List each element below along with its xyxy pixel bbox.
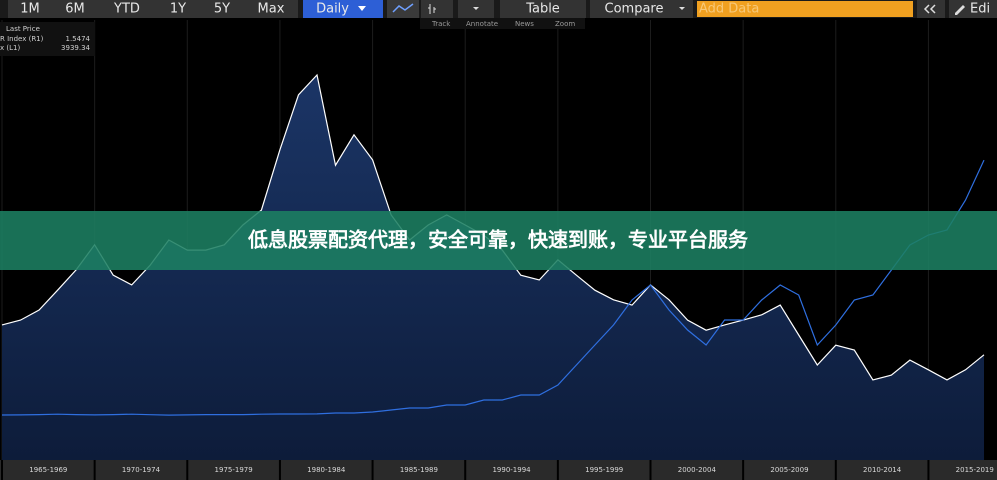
- x-tick-label: 2010-2014: [863, 466, 902, 474]
- edit-icon: [955, 5, 965, 15]
- legend-entry: x (L1): [0, 44, 20, 52]
- series-line: [1, 159, 985, 416]
- legend-box: [0, 22, 95, 56]
- edit-label[interactable]: Edi: [970, 2, 990, 17]
- x-tick-label: 1970-1974: [122, 466, 161, 474]
- legend-value: 3939.34: [61, 44, 90, 52]
- tool-label[interactable]: Track: [431, 20, 451, 28]
- x-tick-label: 2005-2009: [770, 466, 808, 474]
- compare-button[interactable]: [590, 0, 693, 18]
- x-axis-bar: [0, 460, 997, 480]
- edit-button[interactable]: [949, 0, 997, 18]
- bar-icon: [428, 4, 436, 14]
- toolbar: Daily Table Compare Add Data Edi 1M 6M YTD…: [0, 0, 997, 29]
- compare-label[interactable]: Compare: [605, 2, 664, 17]
- range-button[interactable]: Max: [258, 2, 285, 17]
- x-tick-label: 2015-2019: [956, 466, 994, 474]
- add-data-input[interactable]: [697, 1, 913, 17]
- caret: [679, 7, 685, 10]
- range-group: [8, 0, 298, 18]
- x-tick-label: 1995-1999: [585, 466, 623, 474]
- range-button[interactable]: 5Y: [214, 2, 230, 17]
- banner-bg: [0, 211, 997, 270]
- range-button[interactable]: 1Y: [170, 2, 186, 17]
- range-button[interactable]: 6M: [65, 2, 85, 17]
- add-data-placeholder[interactable]: Add Data: [699, 2, 759, 17]
- back-icon: [923, 4, 936, 14]
- legend-value: 1.5474: [66, 35, 91, 43]
- x-tick-label: 1985-1989: [400, 466, 438, 474]
- bar-icon-button[interactable]: [421, 0, 453, 18]
- table-label[interactable]: Table: [525, 2, 560, 17]
- tool-label[interactable]: News: [515, 20, 534, 28]
- caret: [358, 6, 366, 11]
- interval-button[interactable]: [303, 0, 383, 18]
- x-tick-label: 1980-1984: [307, 466, 346, 474]
- legend-entry: R Index (R1): [0, 35, 44, 43]
- range-button[interactable]: 1M: [20, 2, 40, 17]
- x-tick-label: 1990-1994: [492, 466, 531, 474]
- tool-label[interactable]: Annotate: [466, 20, 498, 28]
- interval-label[interactable]: Daily: [316, 2, 349, 17]
- tool-label[interactable]: Zoom: [555, 20, 575, 28]
- line-icon: [392, 3, 414, 13]
- table-button[interactable]: [500, 0, 586, 18]
- x-tick-label: 1975-1979: [215, 466, 253, 474]
- range-button[interactable]: YTD: [113, 2, 140, 17]
- x-tick-label: 1965-1969: [29, 466, 67, 474]
- x-tick-label: 2000-2004: [678, 466, 717, 474]
- legend-title: Last Price: [6, 25, 40, 33]
- caret: [473, 7, 479, 10]
- banner-text: 低息股票配资代理，安全可靠，快速到账，专业平台服务: [247, 228, 749, 252]
- tools-bar: [420, 18, 585, 29]
